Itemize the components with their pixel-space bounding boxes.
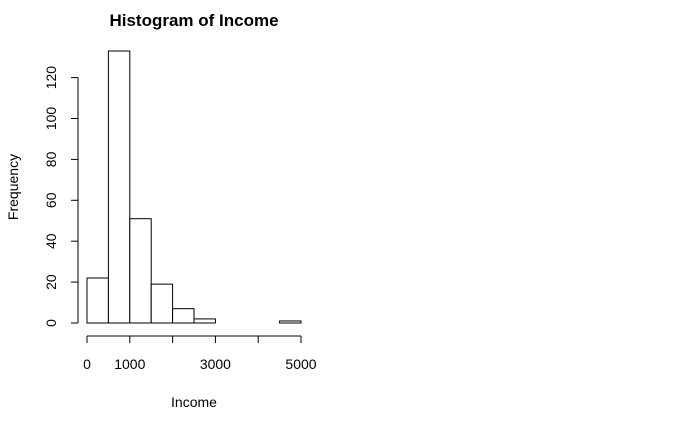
y-tick-label-80: 80: [43, 151, 59, 167]
histogram-bar-10: [279, 320, 302, 324]
y-tick-label-100: 100: [43, 107, 59, 131]
histogram-bar-5: [172, 308, 195, 324]
histogram-bar-4: [150, 283, 174, 324]
x-tick-label-1000: 1000: [114, 356, 145, 372]
y-tick-label-20: 20: [43, 274, 59, 290]
y-tick-label-120: 120: [43, 66, 59, 90]
y-tick-label-40: 40: [43, 233, 59, 249]
x-axis-label: Income: [171, 394, 217, 410]
y-tick-label-60: 60: [43, 192, 59, 208]
x-tick-label-5000: 5000: [285, 356, 316, 372]
histogram-bar-3: [129, 218, 152, 324]
y-axis: 0 20 40 60 80 100 120: [43, 66, 79, 327]
chart-title: Histogram of Income: [109, 11, 278, 30]
y-tick-label-0: 0: [43, 319, 59, 327]
y-axis-label: Frequency: [5, 154, 21, 220]
histogram-bar-6: [193, 318, 216, 324]
histogram-bar-2: [107, 50, 131, 324]
bars-group: [86, 50, 302, 324]
x-tick-label-3000: 3000: [200, 356, 231, 372]
x-tick-label-0: 0: [83, 356, 91, 372]
x-axis: 0 1000 3000 5000: [83, 335, 317, 372]
histogram-bar-1: [86, 277, 109, 324]
